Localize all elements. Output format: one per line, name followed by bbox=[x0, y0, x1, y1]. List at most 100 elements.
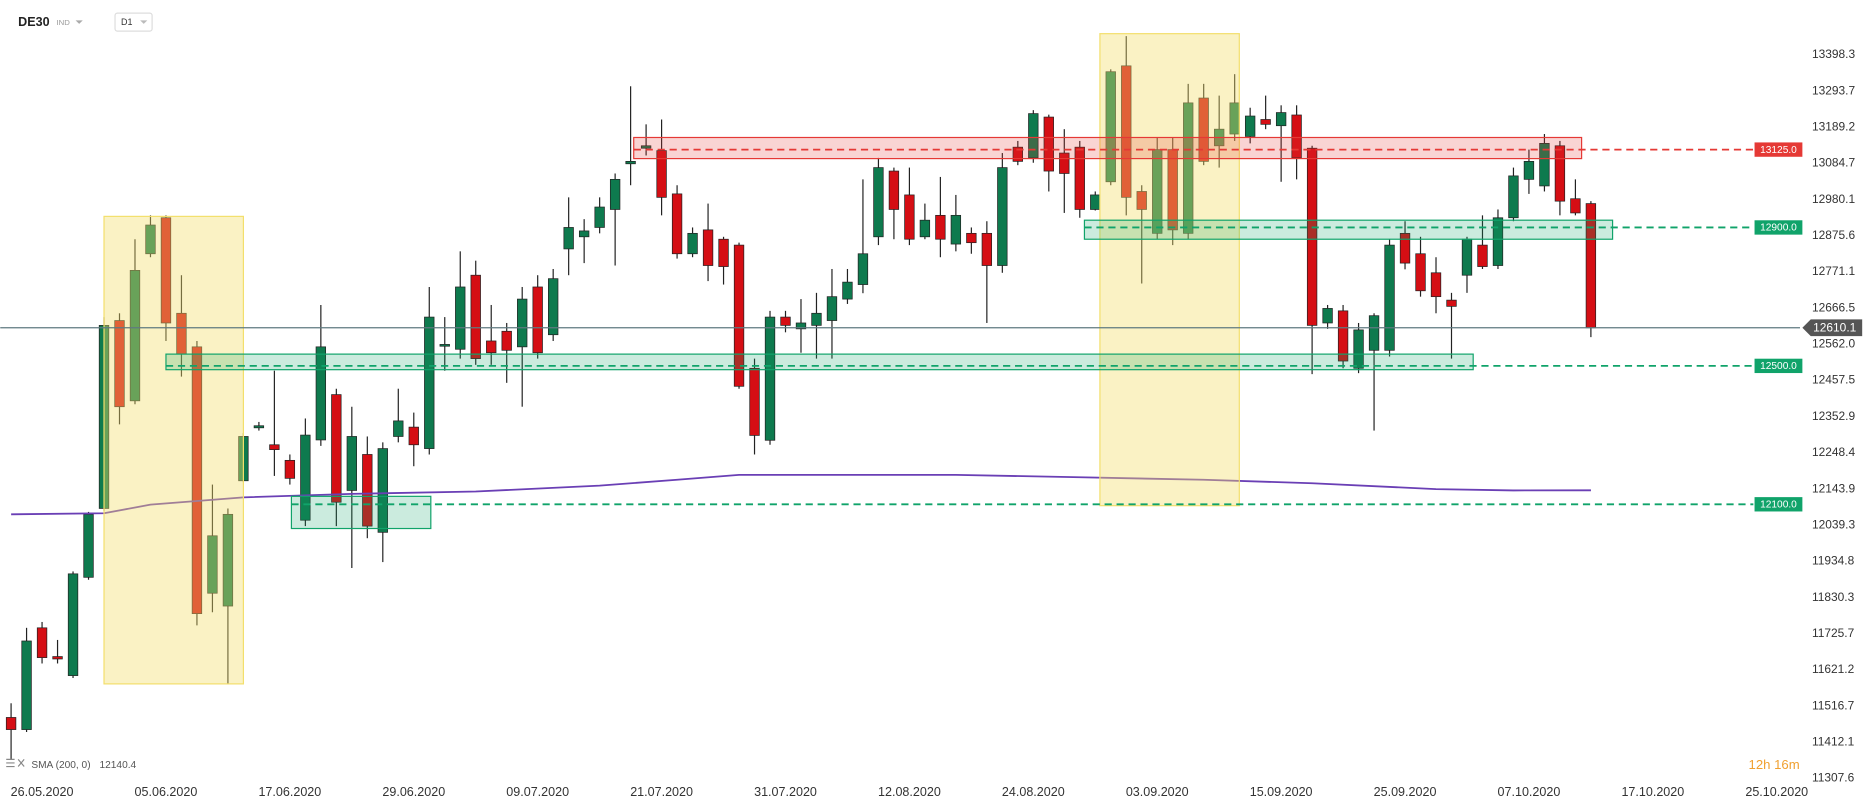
interval[interactable]: D1 bbox=[121, 17, 132, 27]
highlight-box bbox=[103, 215, 245, 685]
candle-body bbox=[408, 426, 419, 446]
y-tick-label: 12039.3 bbox=[1812, 517, 1856, 531]
x-tick-label: 25.09.2020 bbox=[1374, 785, 1437, 799]
candle-body bbox=[1043, 116, 1054, 172]
candle-body bbox=[718, 238, 729, 267]
candle-countdown: 12h 16m bbox=[1749, 757, 1800, 772]
candle-body bbox=[300, 434, 311, 521]
candle-body bbox=[455, 286, 466, 350]
level-tag bbox=[1754, 220, 1803, 235]
indicator-icon[interactable] bbox=[6, 758, 25, 768]
candle-body bbox=[1121, 65, 1132, 198]
candle-body bbox=[1275, 112, 1287, 127]
y-tick-label: 12352.9 bbox=[1812, 409, 1856, 423]
current-price-tag bbox=[1802, 319, 1863, 337]
candle-body bbox=[191, 346, 203, 615]
candle-body bbox=[919, 219, 931, 238]
y-tick-label: 11830.3 bbox=[1812, 590, 1855, 604]
x-tick-label: 25.10.2020 bbox=[1745, 785, 1808, 799]
y-tick-label: 11307.6 bbox=[1812, 771, 1855, 785]
candle-body bbox=[1415, 253, 1426, 292]
y-tick-label: 12771.1 bbox=[1812, 264, 1856, 278]
candle-body bbox=[67, 573, 79, 676]
candle-body bbox=[1353, 329, 1364, 369]
candle-body bbox=[532, 286, 543, 354]
indicator-value: 12140.4 bbox=[99, 760, 136, 771]
y-tick-label: 11725.7 bbox=[1812, 626, 1855, 640]
candle-body bbox=[284, 459, 296, 479]
y-tick-label: 11934.8 bbox=[1812, 554, 1855, 568]
candle-body bbox=[594, 206, 605, 228]
candle-body bbox=[1554, 145, 1566, 202]
candle-body bbox=[1244, 115, 1256, 137]
candle-body bbox=[1384, 244, 1395, 351]
y-tick-label: 13189.2 bbox=[1812, 120, 1856, 134]
level-label: 13125.0 bbox=[1760, 145, 1797, 156]
dropdown-arrow[interactable] bbox=[140, 20, 148, 24]
candle-body bbox=[1322, 308, 1333, 324]
y-tick-label: 13293.7 bbox=[1812, 83, 1856, 97]
candle-body bbox=[733, 244, 745, 387]
candle-body bbox=[377, 448, 388, 533]
candle-body bbox=[1461, 238, 1473, 276]
candle-body bbox=[671, 193, 683, 255]
candle-body bbox=[222, 513, 234, 607]
x-tick-label: 12.08.2020 bbox=[878, 785, 941, 799]
candle-body bbox=[687, 232, 698, 255]
candle-body bbox=[981, 232, 993, 266]
candle-body bbox=[1012, 146, 1023, 162]
candle-body bbox=[5, 717, 17, 730]
y-tick-label: 12666.5 bbox=[1812, 300, 1856, 314]
candle-body bbox=[795, 322, 807, 330]
dropdown-arrow[interactable] bbox=[75, 20, 83, 24]
y-tick-label: 12248.4 bbox=[1812, 445, 1856, 459]
candle-body bbox=[269, 444, 280, 450]
candle-body bbox=[1492, 217, 1504, 266]
candle-body bbox=[1508, 175, 1519, 219]
candle-body bbox=[966, 232, 977, 244]
candle-body bbox=[1399, 232, 1411, 264]
candle-body bbox=[1306, 147, 1318, 326]
x-tick-label: 17.10.2020 bbox=[1621, 785, 1684, 799]
candle-body bbox=[1059, 152, 1070, 174]
candle-body bbox=[207, 535, 218, 594]
candle-body bbox=[935, 214, 946, 240]
x-tick-label: 09.07.2020 bbox=[506, 785, 569, 799]
highlight-box bbox=[1099, 33, 1240, 507]
candle-body bbox=[1090, 194, 1101, 210]
y-tick-label: 13084.7 bbox=[1812, 156, 1856, 170]
candle-body bbox=[52, 656, 63, 660]
candle-body bbox=[160, 217, 172, 324]
y-tick-label: 12143.9 bbox=[1812, 481, 1856, 495]
interval-selector[interactable] bbox=[114, 12, 153, 32]
candle-body bbox=[904, 194, 915, 240]
candle-body bbox=[950, 214, 962, 245]
candle-body bbox=[548, 278, 559, 336]
x-tick-label: 26.05.2020 bbox=[11, 785, 74, 799]
level-tag bbox=[1754, 497, 1803, 512]
level-label: 12500.0 bbox=[1760, 361, 1797, 372]
candle-body bbox=[253, 425, 265, 429]
header: DE30 IND D1 bbox=[18, 12, 153, 32]
x-tick-label: 21.07.2020 bbox=[630, 785, 693, 799]
y-tick-label: 12457.5 bbox=[1812, 373, 1856, 387]
candle-body bbox=[811, 312, 822, 326]
level-zone bbox=[290, 495, 432, 530]
x-tick-label: 29.06.2020 bbox=[382, 785, 445, 799]
candle-body bbox=[857, 253, 869, 285]
candle-body bbox=[1074, 146, 1085, 210]
level-tag bbox=[1754, 358, 1803, 374]
candle-body bbox=[764, 316, 776, 441]
symbol[interactable]: DE30 bbox=[18, 15, 49, 29]
x-tick-label: 03.09.2020 bbox=[1126, 785, 1189, 799]
level-zone bbox=[1083, 219, 1614, 240]
candle-body bbox=[1028, 113, 1039, 159]
candle-body bbox=[1291, 114, 1302, 159]
level-zone bbox=[165, 353, 1474, 371]
candle-body bbox=[656, 150, 667, 198]
candle-body bbox=[1260, 119, 1271, 125]
candle-body bbox=[129, 270, 141, 402]
candle-body bbox=[424, 316, 435, 449]
